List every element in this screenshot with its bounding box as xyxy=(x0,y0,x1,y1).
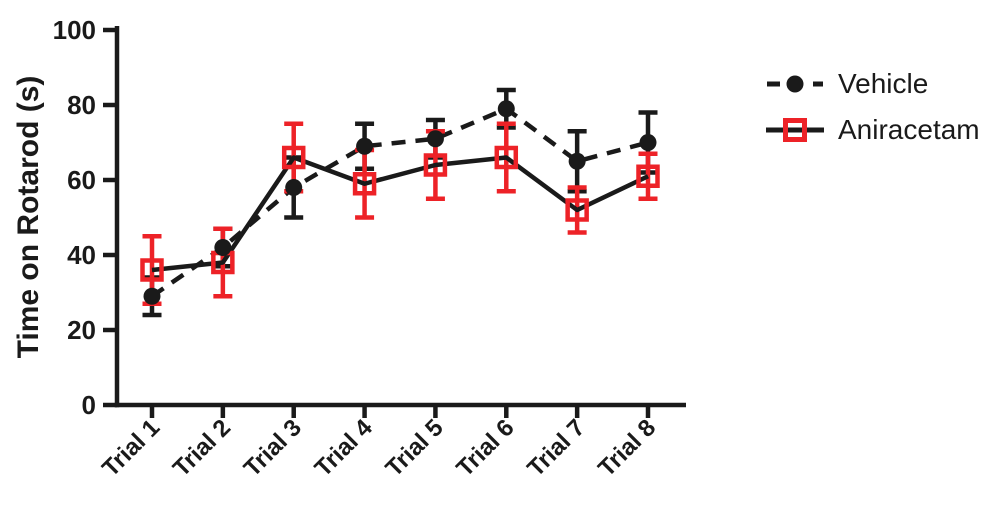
aniracetam-marker-icon xyxy=(766,118,824,142)
aniracetam-point xyxy=(494,145,519,170)
aniracetam-line xyxy=(151,155,649,273)
y-tick-label: 20 xyxy=(67,315,96,345)
vehicle-line xyxy=(150,106,649,299)
vehicle-point xyxy=(639,134,657,151)
vehicle-marker-icon xyxy=(767,75,823,93)
x-tick-label: Trial 4 xyxy=(310,414,379,483)
aniracetam-point xyxy=(281,145,306,170)
x-tick-label: Trial 6 xyxy=(451,414,519,482)
aniracetam-point xyxy=(140,258,164,282)
y-tick-label: 80 xyxy=(67,90,96,120)
vehicle-point xyxy=(497,100,515,118)
vehicle-point xyxy=(285,179,303,196)
x-tick-label: Trial 1 xyxy=(97,414,165,482)
x-tick-label: Trial 3 xyxy=(239,414,307,482)
vehicle-point xyxy=(214,239,232,256)
aniracetam-point xyxy=(565,198,589,222)
x-tick-label: Trial 2 xyxy=(168,414,236,482)
y-axis-title: Time on Rotarod (s) xyxy=(12,76,45,359)
aniracetam-point xyxy=(352,172,377,196)
vehicle-point xyxy=(426,130,444,148)
x-tick-label: Trial 8 xyxy=(593,414,661,482)
legend-label-aniracetam: Aniracetam xyxy=(838,114,980,145)
legend-item-vehicle: Vehicle xyxy=(766,70,980,98)
vehicle-point xyxy=(356,137,374,155)
legend-item-aniracetam: Aniracetam xyxy=(766,116,980,144)
aniracetam-point xyxy=(423,153,448,177)
x-tick-label: Trial 5 xyxy=(381,414,449,482)
legend-label-vehicle: Vehicle xyxy=(838,68,929,99)
aniracetam-error-bars xyxy=(142,121,658,306)
vehicle-point xyxy=(143,287,161,305)
x-tick-label: Trial 7 xyxy=(522,414,590,482)
chart-legend: Vehicle Aniracetam xyxy=(766,70,980,144)
aniracetam-point xyxy=(636,164,660,188)
y-tick-label: 100 xyxy=(53,15,96,45)
y-tick-label: 60 xyxy=(67,165,96,195)
y-tick-label: 0 xyxy=(82,390,96,420)
y-tick-label: 40 xyxy=(67,240,96,270)
vehicle-markers xyxy=(143,100,657,305)
vehicle-point xyxy=(568,152,586,170)
